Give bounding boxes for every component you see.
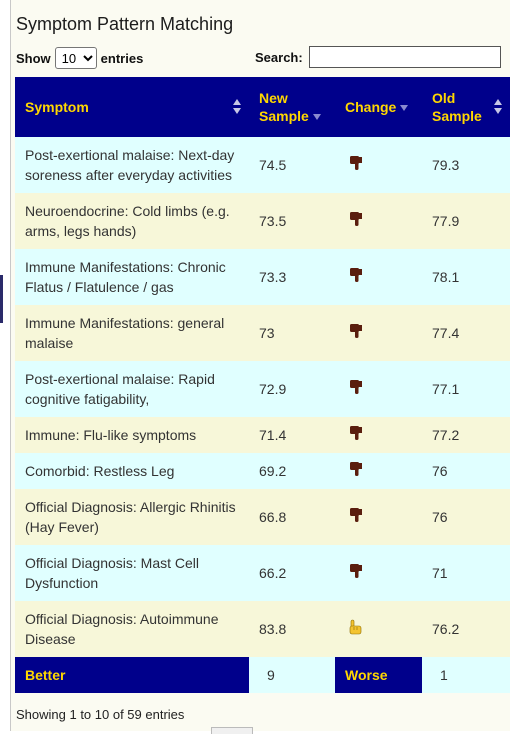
table-row: Comorbid: Restless Leg 69.2 76	[15, 453, 510, 489]
change-cell	[335, 601, 422, 657]
old-sample-cell: 76	[422, 489, 510, 545]
page-title: Symptom Pattern Matching	[16, 14, 234, 34]
old-sample-cell: 77.1	[422, 361, 510, 417]
change-cell	[335, 193, 422, 249]
symptom-cell: Immune: Flu-like symptoms	[15, 417, 249, 453]
show-label: Show	[16, 50, 51, 66]
table-info: Showing 1 to 10 of 59 entries	[16, 707, 185, 722]
change-cell	[335, 417, 422, 453]
table-row: Post-exertional malaise: Rapid cognitive…	[15, 361, 510, 417]
side-accent	[0, 275, 3, 323]
column-header-old-sample[interactable]: Old Sample	[422, 77, 510, 137]
new-sample-cell: 66.8	[249, 489, 335, 545]
thumbs-down-icon	[350, 379, 362, 394]
symptom-cell: Official Diagnosis: Autoimmune Disease	[15, 601, 249, 657]
pointing-hand-icon	[349, 619, 362, 634]
symptom-cell: Comorbid: Restless Leg	[15, 453, 249, 489]
new-sample-cell: 73.3	[249, 249, 335, 305]
symptom-cell: Immune Manifestations: Chronic Flatus / …	[15, 249, 249, 305]
new-sample-cell: 83.8	[249, 601, 335, 657]
change-cell	[335, 489, 422, 545]
old-sample-cell: 79.3	[422, 137, 510, 193]
thumbs-down-icon	[350, 211, 362, 226]
search-label: Search:	[255, 49, 303, 65]
thumbs-down-icon	[350, 461, 362, 476]
thumbs-down-icon	[350, 155, 362, 170]
table-row: Official Diagnosis: Allergic Rhinitis (H…	[15, 489, 510, 545]
old-sample-cell: 77.4	[422, 305, 510, 361]
change-cell	[335, 545, 422, 601]
table-row: Neuroendocrine: Cold limbs (e.g. arms, l…	[15, 193, 510, 249]
thumbs-down-icon	[350, 267, 362, 282]
better-count: 9	[249, 657, 335, 693]
symptom-cell: Immune Manifestations: general malaise	[15, 305, 249, 361]
column-header-new-sample[interactable]: New Sample	[249, 77, 335, 137]
symptom-cell: Post-exertional malaise: Next-day sorene…	[15, 137, 249, 193]
thumbs-down-icon	[350, 563, 362, 578]
new-sample-cell: 69.2	[249, 453, 335, 489]
table-row: Immune Manifestations: Chronic Flatus / …	[15, 249, 510, 305]
symptom-cell: Official Diagnosis: Allergic Rhinitis (H…	[15, 489, 249, 545]
new-sample-cell: 73.5	[249, 193, 335, 249]
new-sample-cell: 66.2	[249, 545, 335, 601]
new-sample-cell: 71.4	[249, 417, 335, 453]
old-sample-cell: 76.2	[422, 601, 510, 657]
sort-both-icon	[233, 99, 241, 115]
change-cell	[335, 453, 422, 489]
thumbs-down-icon	[350, 323, 362, 338]
table-row: Official Diagnosis: Autoimmune Disease 83…	[15, 601, 510, 657]
symptom-cell: Post-exertional malaise: Rapid cognitive…	[15, 361, 249, 417]
old-sample-cell: 76	[422, 453, 510, 489]
thumbs-down-icon	[350, 425, 362, 440]
new-sample-cell: 74.5	[249, 137, 335, 193]
length-menu: Show 10 entries	[16, 47, 143, 69]
change-cell	[335, 305, 422, 361]
old-sample-cell: 77.2	[422, 417, 510, 453]
thumbs-down-icon	[350, 507, 362, 522]
symptom-cell: Neuroendocrine: Cold limbs (e.g. arms, l…	[15, 193, 249, 249]
old-sample-cell: 71	[422, 545, 510, 601]
table-row: Immune Manifestations: general malaise 73…	[15, 305, 510, 361]
new-sample-cell: 73	[249, 305, 335, 361]
table-row: Immune: Flu-like symptoms 71.4 77.2	[15, 417, 510, 453]
better-label: Better	[15, 657, 249, 693]
entries-label: entries	[100, 50, 144, 66]
column-header-change[interactable]: Change	[335, 77, 422, 137]
table-row: Post-exertional malaise: Next-day sorene…	[15, 137, 510, 193]
search-box: Search:	[255, 46, 501, 68]
entries-select[interactable]: 10	[54, 47, 97, 69]
change-cell	[335, 137, 422, 193]
worse-label: Worse	[335, 657, 422, 693]
old-sample-cell: 77.9	[422, 193, 510, 249]
sort-both-icon	[494, 99, 502, 115]
sort-desc-icon	[400, 105, 409, 112]
change-cell	[335, 249, 422, 305]
worse-count: 1	[422, 657, 510, 693]
new-sample-cell: 72.9	[249, 361, 335, 417]
change-cell	[335, 361, 422, 417]
symptom-table: Symptom New Sample Change Old Sample Pos…	[15, 77, 510, 693]
table-row: Official Diagnosis: Mast Cell Dysfunctio…	[15, 545, 510, 601]
symptom-cell: Official Diagnosis: Mast Cell Dysfunctio…	[15, 545, 249, 601]
column-header-symptom[interactable]: Symptom	[15, 77, 249, 137]
sort-desc-icon	[312, 114, 321, 121]
old-sample-cell: 78.1	[422, 249, 510, 305]
search-input[interactable]	[308, 46, 501, 68]
results-panel: Symptom Pattern Matching Show 10 entries…	[10, 0, 510, 734]
